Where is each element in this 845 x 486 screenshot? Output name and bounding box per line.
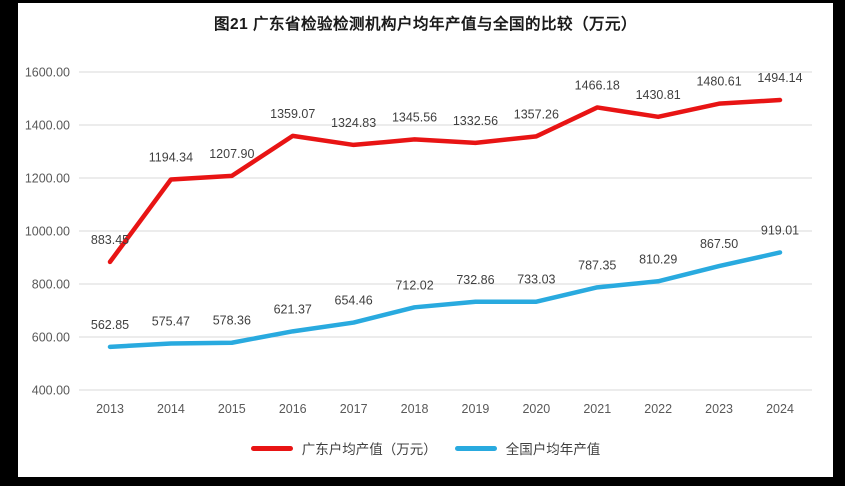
data-label: 1494.14	[757, 71, 802, 85]
chart-title: 图21 广东省检验检测机构户均年产值与全国的比较（万元）	[213, 16, 638, 33]
data-label: 1480.61	[696, 75, 741, 89]
x-axis-tick-label: 2014	[157, 402, 185, 416]
data-label: 654.46	[335, 294, 373, 308]
x-axis-tick-label: 2020	[522, 402, 550, 416]
x-axis-tick-label: 2024	[766, 402, 794, 416]
data-label: 1466.18	[575, 78, 620, 92]
x-axis-tick-label: 2021	[583, 402, 611, 416]
data-label: 810.29	[639, 252, 677, 266]
series-line-1	[107, 250, 783, 350]
legend-label-national: 全国户均年产值	[505, 442, 601, 457]
x-axis-tick-label: 2017	[340, 402, 368, 416]
series-line-0	[107, 97, 783, 265]
legend-swatch-national-line	[454, 445, 497, 451]
data-label: 733.03	[517, 273, 555, 287]
data-label: 1359.07	[270, 107, 315, 121]
legend-swatch-guangdong-line	[250, 445, 293, 451]
x-axis-tick-label: 2015	[218, 402, 246, 416]
x-axis-tick-label: 2013	[96, 402, 124, 416]
data-label: 1345.56	[392, 110, 437, 124]
data-label: 1430.81	[636, 88, 681, 102]
data-label: 562.85	[91, 318, 129, 332]
chart-area: 图21 广东省检验检测机构户均年产值与全国的比较（万元） 400.00 600.0…	[18, 3, 833, 477]
y-axis-tick-label: 1400.00	[25, 119, 70, 133]
x-axis-tick-label: 2016	[279, 402, 307, 416]
data-label: 575.47	[152, 315, 190, 329]
data-label: 867.50	[700, 237, 738, 251]
data-label: 1207.90	[209, 147, 254, 161]
x-axis-tick-label: 2018	[401, 402, 429, 416]
plot-svg: 400.00 600.00 800.00 1000.00 1200.00 1400.00 1…	[25, 66, 812, 416]
legend: 广东户均产值（万元） 全国户均年产值	[18, 438, 833, 458]
data-label: 578.36	[213, 314, 251, 328]
data-label: 787.35	[578, 258, 616, 272]
y-axis-tick-label: 800.00	[32, 278, 70, 292]
data-label: 1357.26	[514, 107, 559, 121]
x-axis-tick-label: 2023	[705, 402, 733, 416]
x-axis-tick-label: 2019	[462, 402, 490, 416]
data-label: 1194.34	[149, 150, 193, 164]
data-label: 919.01	[761, 223, 799, 237]
legend-item-national: 全国户均年产值	[454, 438, 601, 458]
y-axis-tick-label: 1200.00	[25, 172, 70, 186]
y-axis-tick-label: 1000.00	[25, 225, 70, 239]
legend-label-guangdong: 广东户均产值（万元）	[301, 442, 437, 457]
x-axis-tick-label: 2022	[644, 402, 672, 416]
data-label: 1324.83	[331, 116, 376, 130]
y-axis-tick-label: 400.00	[32, 384, 70, 398]
data-label: 1332.56	[453, 114, 498, 128]
data-label: 621.37	[274, 302, 312, 316]
y-axis-tick-label: 1600.00	[25, 66, 70, 80]
data-label: 883.45	[91, 233, 129, 247]
y-axis-tick-label: 600.00	[32, 331, 70, 345]
legend-item-guangdong: 广东户均产值（万元）	[250, 438, 437, 458]
data-label: 712.02	[395, 278, 433, 292]
data-label: 732.86	[456, 273, 494, 287]
